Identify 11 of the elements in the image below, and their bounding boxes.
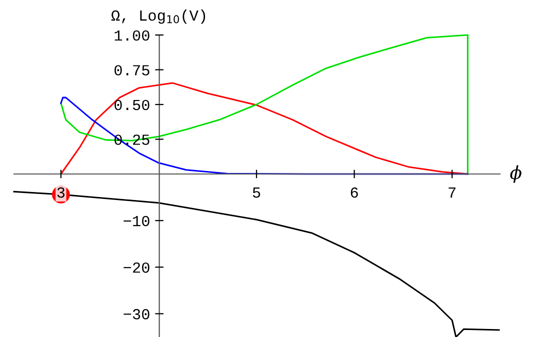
y-axis-title: Ω, Log$_{10}$(V) bbox=[111, 10, 206, 24]
y-tick-label: −10 bbox=[124, 216, 150, 226]
x-tick-label: 5 bbox=[252, 188, 260, 198]
y-tick-label: 0.75 bbox=[114, 65, 150, 76]
x-tick-label: 6 bbox=[350, 187, 358, 198]
y-tick-label: 1.00 bbox=[114, 30, 150, 41]
x-tick-label: 7 bbox=[448, 188, 456, 198]
x-axis-title: ϕ bbox=[510, 165, 522, 183]
y-tick-label: −30 bbox=[124, 309, 150, 320]
y-tick-label: 0.50 bbox=[114, 100, 150, 110]
y-tick-label: −20 bbox=[124, 262, 150, 273]
